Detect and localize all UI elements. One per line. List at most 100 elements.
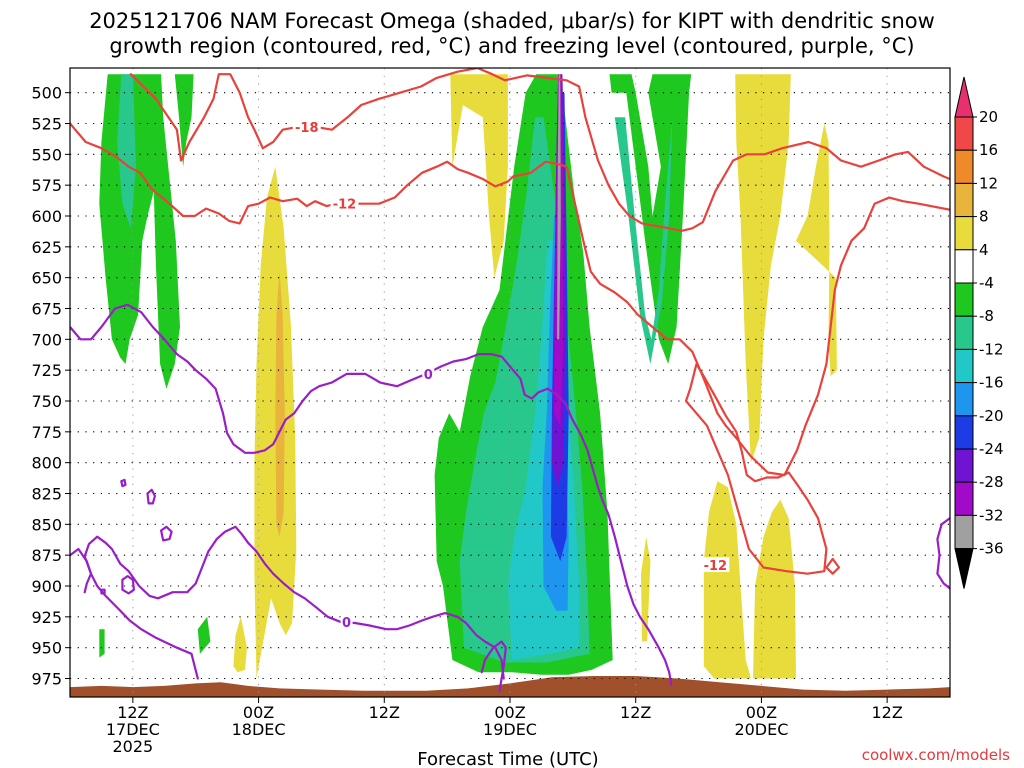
colorbar-label-2: 12: [979, 174, 998, 192]
colorbar-label-5: -4: [979, 274, 994, 292]
y-tick-label-675: 675: [31, 300, 62, 319]
omega-region-neg4-11: [197, 616, 211, 654]
omega-region-pos4-5: [753, 499, 796, 679]
omega-region-neg8-17: [614, 117, 673, 364]
y-tick-label-625: 625: [31, 238, 62, 257]
omega-region-pos4-4: [703, 481, 751, 679]
purple-contour-3: [70, 547, 93, 594]
y-tick-label-500: 500: [31, 84, 62, 103]
purple-contour-5: [160, 525, 173, 542]
colorbar-band-10: [954, 448, 974, 483]
y-tick-label-575: 575: [31, 176, 62, 195]
omega-region-neg4-10: [174, 74, 194, 167]
colorbar: 20 16 12 8 4 -4 -8 -12 -16 -20 -24 -28 -32 -36: [954, 76, 1004, 589]
purple-contour-7: [120, 478, 127, 488]
purple-contour-label-bg-0: [422, 365, 435, 381]
colorbar-band-2: [954, 182, 974, 218]
red-contour-2: [684, 362, 828, 575]
purple-contour-8: [100, 588, 106, 595]
colorbar-band-1: [954, 149, 974, 184]
colorbar-label-11: -28: [979, 473, 1004, 491]
omega-region-neg8-15: [117, 74, 136, 229]
omega-region-neg32-23: [557, 74, 561, 340]
red-contour-1: [70, 122, 950, 477]
colorbar-band-11: [954, 481, 974, 516]
colorbar-label-4: 4: [979, 241, 989, 259]
colorbar-label-3: 8: [979, 208, 989, 226]
colorbar-band-5: [954, 282, 974, 317]
colorbar-label-12: -32: [979, 506, 1004, 524]
y-axis: 500 525 550 575 600 625 650 675 700 725 750 775 800 8…: [31, 84, 70, 689]
red-contour-label-2: -12: [704, 559, 728, 574]
colorbar-label-13: -36: [979, 540, 1004, 558]
red-contour-label-bg-1: [330, 195, 359, 211]
y-tick-label-825: 825: [31, 485, 62, 504]
purple-contour-label-bg-1: [340, 613, 353, 629]
purple-contour-9: [936, 517, 950, 590]
x-tick-label-6-2: 17DEC: [106, 720, 160, 739]
red-contour-label-bg-2: [701, 557, 730, 573]
y-tick-label-750: 750: [31, 392, 62, 411]
colorbar-label-8: -16: [979, 374, 1004, 392]
omega-region-pos4-0: [254, 166, 297, 679]
purple-contour-0: [70, 303, 673, 686]
x-tick-label-42-1: 00Z: [494, 703, 525, 722]
y-tick-label-950: 950: [31, 639, 62, 658]
chart-title: 2025121706 NAM Forecast Omega (shaded, μ…: [89, 9, 935, 58]
red-contour-label-bg-0: [292, 119, 321, 135]
colorbar-top-arrow: [954, 76, 974, 118]
x-tick-label-54-1: 12Z: [620, 703, 651, 722]
colorbar-band-0: [954, 116, 974, 151]
x-tick-label-18-1: 00Z: [243, 703, 274, 722]
x-tick-label-30-1: 12Z: [369, 703, 400, 722]
dendritic-temperature-contours: -18 -12 -12: [70, 68, 950, 575]
purple-contour-4: [121, 574, 135, 595]
terrain-fill: [70, 676, 950, 697]
red-contour-3: [825, 557, 841, 575]
y-tick-label-725: 725: [31, 361, 62, 380]
purple-contour-label-1: 0: [342, 616, 351, 631]
y-tick-label-850: 850: [31, 515, 62, 534]
colorbar-band-6: [954, 315, 974, 350]
y-tick-label-775: 775: [31, 423, 62, 442]
red-contour-label-0: -18: [295, 121, 319, 136]
y-tick-label-875: 875: [31, 546, 62, 565]
colorbar-label-1: 16: [979, 141, 998, 159]
grid-lines: [70, 68, 950, 697]
x-tick-label-66-1: 00Z: [746, 703, 777, 722]
omega-region-pos4-2: [233, 616, 247, 673]
colorbar-band-3: [954, 216, 974, 251]
freezing-level-contours: 00: [70, 303, 950, 692]
omega-region-pos8-1: [275, 271, 285, 537]
y-tick-label-800: 800: [31, 454, 62, 473]
y-tick-label-600: 600: [31, 207, 62, 226]
x-tick-label-78-1: 12Z: [871, 703, 902, 722]
y-tick-label-550: 550: [31, 145, 62, 164]
title-line-1: 2025121706 NAM Forecast Omega (shaded, μ…: [89, 9, 935, 33]
y-tick-label-650: 650: [31, 269, 62, 288]
purple-contour-2: [480, 640, 507, 692]
x-tick-label-42-2: 19DEC: [483, 720, 537, 739]
omega-region-pos4-8: [641, 536, 651, 642]
colorbar-label-0: 20: [979, 108, 998, 126]
red-contour-0: [129, 68, 950, 232]
x-axis-label: Forecast Time (UTC): [417, 749, 598, 768]
colorbar-band-7: [954, 348, 974, 384]
colorbar-band-8: [954, 382, 974, 417]
colorbar-bottom-arrow: [954, 548, 974, 589]
title-line-2: growth region (contoured, red, °C) and f…: [109, 34, 914, 58]
purple-contour-label-0: 0: [424, 368, 433, 383]
credit-text: coolwx.com/models: [862, 746, 1010, 764]
colorbar-label-10: -24: [979, 440, 1004, 458]
y-tick-label-925: 925: [31, 608, 62, 627]
y-tick-label-525: 525: [31, 115, 62, 134]
y-tick-label-700: 700: [31, 330, 62, 349]
omega-region-pos4-6: [735, 74, 791, 463]
omega-region-pos4-3: [450, 74, 508, 278]
x-tick-label-6-1: 12Z: [117, 703, 148, 722]
colorbar-label-9: -20: [979, 407, 1004, 425]
red-contour-label-1: -12: [333, 198, 357, 213]
purple-contour-1: [83, 525, 505, 680]
purple-contour-6: [146, 488, 156, 505]
